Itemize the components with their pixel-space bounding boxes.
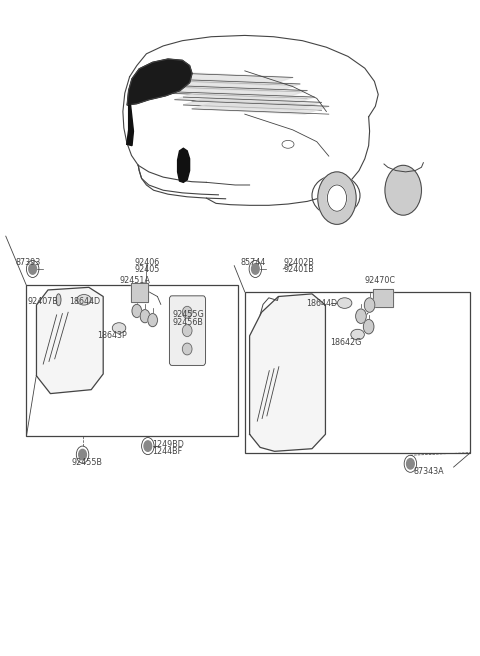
Ellipse shape xyxy=(182,325,192,337)
Text: 87343A: 87343A xyxy=(414,466,444,476)
Polygon shape xyxy=(166,85,307,98)
Ellipse shape xyxy=(112,323,126,333)
Text: 92451A: 92451A xyxy=(119,276,150,285)
Circle shape xyxy=(252,264,259,274)
Circle shape xyxy=(407,459,414,469)
Text: 1244BF: 1244BF xyxy=(152,447,182,457)
Text: 92455G: 92455G xyxy=(173,310,204,319)
Bar xyxy=(26,285,238,436)
Text: 18643P: 18643P xyxy=(97,331,127,340)
Ellipse shape xyxy=(182,343,192,355)
Ellipse shape xyxy=(56,294,61,306)
Text: 92455B: 92455B xyxy=(71,458,102,467)
Polygon shape xyxy=(127,59,192,105)
Text: 92456B: 92456B xyxy=(173,318,204,327)
Bar xyxy=(373,289,393,307)
Text: 18644D: 18644D xyxy=(306,298,337,308)
Text: 92407B: 92407B xyxy=(28,297,59,306)
Polygon shape xyxy=(149,72,293,85)
Bar xyxy=(131,283,148,302)
Polygon shape xyxy=(192,101,329,114)
Circle shape xyxy=(327,185,347,211)
Circle shape xyxy=(132,304,142,318)
Circle shape xyxy=(364,298,375,312)
Polygon shape xyxy=(183,97,322,110)
Bar xyxy=(373,289,393,307)
Ellipse shape xyxy=(182,306,192,318)
Text: 87393: 87393 xyxy=(16,258,41,267)
Circle shape xyxy=(356,309,366,323)
Polygon shape xyxy=(250,294,325,451)
Text: 92405: 92405 xyxy=(134,265,160,274)
Text: 92470C: 92470C xyxy=(365,276,396,285)
Bar xyxy=(131,283,148,302)
Circle shape xyxy=(79,449,86,460)
Circle shape xyxy=(363,319,374,334)
Circle shape xyxy=(148,314,157,327)
Text: 92401B: 92401B xyxy=(283,265,314,274)
Circle shape xyxy=(144,441,152,451)
Circle shape xyxy=(318,172,356,224)
Circle shape xyxy=(385,165,421,215)
Circle shape xyxy=(140,310,150,323)
FancyBboxPatch shape xyxy=(169,296,205,365)
Text: 92406: 92406 xyxy=(134,258,160,267)
Polygon shape xyxy=(127,105,133,146)
Polygon shape xyxy=(36,287,103,394)
Text: 18642G: 18642G xyxy=(330,338,361,347)
Ellipse shape xyxy=(77,295,91,305)
Text: 1249BD: 1249BD xyxy=(152,440,183,449)
Ellipse shape xyxy=(337,298,352,308)
Polygon shape xyxy=(175,92,314,105)
Bar xyxy=(245,292,470,453)
Text: 85744: 85744 xyxy=(241,258,266,267)
Ellipse shape xyxy=(351,329,364,340)
Polygon shape xyxy=(178,148,190,182)
Text: 92402B: 92402B xyxy=(283,258,314,267)
Text: 18644D: 18644D xyxy=(70,297,101,306)
Ellipse shape xyxy=(312,175,360,216)
Circle shape xyxy=(29,264,36,274)
Polygon shape xyxy=(157,79,300,92)
